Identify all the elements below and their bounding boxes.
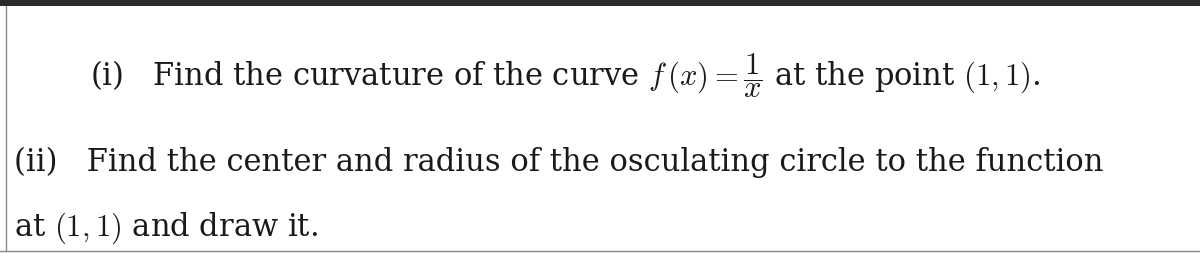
Text: (i)   Find the curvature of the curve $f\,(x) = \dfrac{1}{x}$ at the point $(1,1: (i) Find the curvature of the curve $f\,…	[90, 52, 1040, 101]
Text: (ii)   Find the center and radius of the osculating circle to the function: (ii) Find the center and radius of the o…	[14, 147, 1104, 178]
Text: at $(1,1)$ and draw it.: at $(1,1)$ and draw it.	[14, 211, 318, 246]
